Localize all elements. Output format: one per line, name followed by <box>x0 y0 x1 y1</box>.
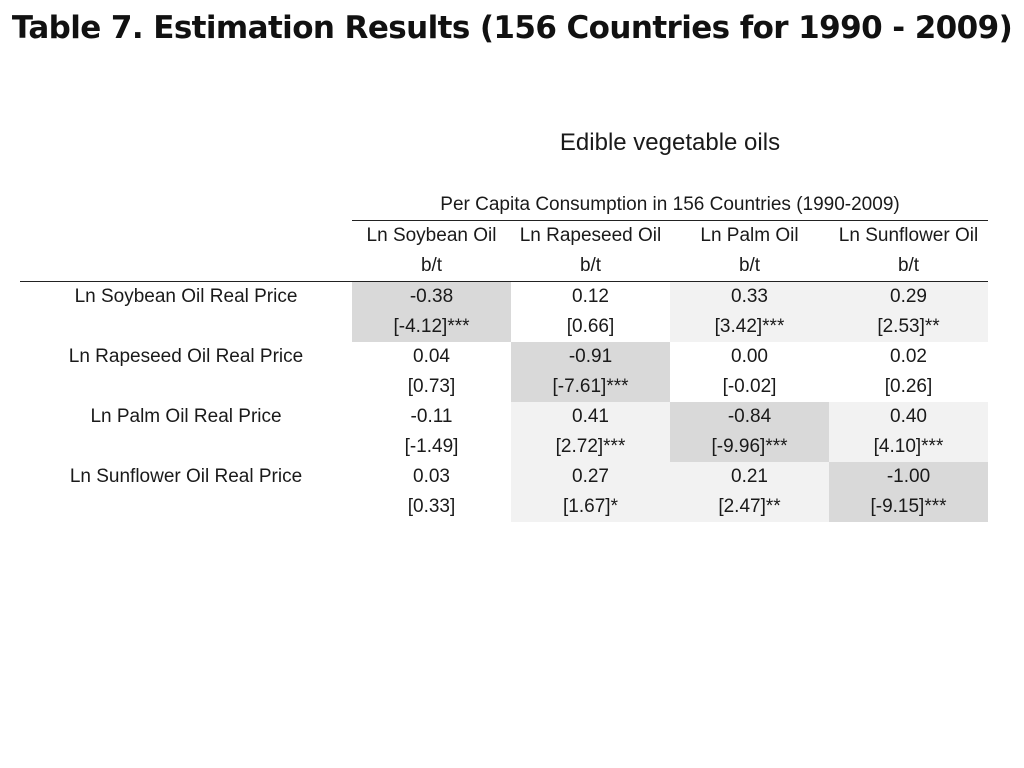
subheader: Per Capita Consumption in 156 Countries … <box>352 190 988 221</box>
tstat-cell: [2.72]*** <box>511 432 670 462</box>
corner-cell <box>20 221 352 252</box>
table-row-estimate: Ln Palm Oil Real Price -0.11 0.41 -0.84 … <box>20 402 988 432</box>
row-label-blank <box>20 492 352 522</box>
row-label-blank <box>20 312 352 342</box>
column-header-row: Ln Soybean Oil Ln Rapeseed Oil Ln Palm O… <box>20 221 988 252</box>
estimate-cell: 0.12 <box>511 281 670 312</box>
results-table: Per Capita Consumption in 156 Countries … <box>20 190 988 522</box>
tstat-cell: [0.73] <box>352 372 511 402</box>
estimate-cell: -0.38 <box>352 281 511 312</box>
table-row-tstat: [-4.12]*** [0.66] [3.42]*** [2.53]** <box>20 312 988 342</box>
table-row-tstat: [0.73] [-7.61]*** [-0.02] [0.26] <box>20 372 988 402</box>
tstat-cell: [2.47]** <box>670 492 829 522</box>
row-label-blank <box>20 432 352 462</box>
corner-cell <box>20 251 352 282</box>
tstat-cell: [0.33] <box>352 492 511 522</box>
estimate-cell: 0.21 <box>670 462 829 492</box>
page-title: Table 7. Estimation Results (156 Countri… <box>11 10 1013 46</box>
group-title: Edible vegetable oils <box>559 129 781 156</box>
table-row-estimate: Ln Sunflower Oil Real Price 0.03 0.27 0.… <box>20 462 988 492</box>
estimate-cell: -0.91 <box>511 342 670 372</box>
tstat-cell: [-9.96]*** <box>670 432 829 462</box>
row-label-blank <box>20 372 352 402</box>
column-unit: b/t <box>511 251 670 282</box>
tstat-cell: [-9.15]*** <box>829 492 988 522</box>
unit-row: b/t b/t b/t b/t <box>20 251 988 282</box>
tstat-cell: [-0.02] <box>670 372 829 402</box>
estimate-cell: 0.04 <box>352 342 511 372</box>
table-row-estimate: Ln Rapeseed Oil Real Price 0.04 -0.91 0.… <box>20 342 988 372</box>
table-row-tstat: [-1.49] [2.72]*** [-9.96]*** [4.10]*** <box>20 432 988 462</box>
estimate-cell: 0.40 <box>829 402 988 432</box>
corner-cell <box>20 190 352 221</box>
row-label: Ln Palm Oil Real Price <box>90 406 282 427</box>
table-row-estimate: Ln Soybean Oil Real Price -0.38 0.12 0.3… <box>20 281 988 312</box>
tstat-cell: [-7.61]*** <box>511 372 670 402</box>
subheader-row: Per Capita Consumption in 156 Countries … <box>20 190 988 221</box>
tstat-cell: [-1.49] <box>352 432 511 462</box>
estimate-cell: -0.84 <box>670 402 829 432</box>
column-header-soybean: Ln Soybean Oil <box>366 225 497 246</box>
row-label: Ln Sunflower Oil Real Price <box>69 466 303 487</box>
estimate-cell: 0.29 <box>829 281 988 312</box>
tstat-cell: [-4.12]*** <box>352 312 511 342</box>
row-label: Ln Soybean Oil Real Price <box>74 286 298 307</box>
row-label: Ln Rapeseed Oil Real Price <box>68 346 304 367</box>
tstat-cell: [4.10]*** <box>829 432 988 462</box>
estimate-cell: -1.00 <box>829 462 988 492</box>
estimate-cell: 0.41 <box>511 402 670 432</box>
estimate-cell: 0.33 <box>670 281 829 312</box>
column-header-sunflower: Ln Sunflower Oil <box>838 225 979 246</box>
tstat-cell: [1.67]* <box>511 492 670 522</box>
estimate-cell: 0.02 <box>829 342 988 372</box>
estimate-cell: 0.03 <box>352 462 511 492</box>
estimate-cell: 0.27 <box>511 462 670 492</box>
table-row-tstat: [0.33] [1.67]* [2.47]** [-9.15]*** <box>20 492 988 522</box>
column-unit: b/t <box>352 251 511 282</box>
estimate-cell: 0.00 <box>670 342 829 372</box>
tstat-cell: [3.42]*** <box>670 312 829 342</box>
tstat-cell: [0.66] <box>511 312 670 342</box>
tstat-cell: [2.53]** <box>829 312 988 342</box>
estimate-cell: -0.11 <box>352 402 511 432</box>
column-header-palm: Ln Palm Oil <box>700 225 799 246</box>
column-header-rapeseed: Ln Rapeseed Oil <box>519 225 662 246</box>
column-unit: b/t <box>670 251 829 282</box>
tstat-cell: [0.26] <box>829 372 988 402</box>
column-unit: b/t <box>829 251 988 282</box>
